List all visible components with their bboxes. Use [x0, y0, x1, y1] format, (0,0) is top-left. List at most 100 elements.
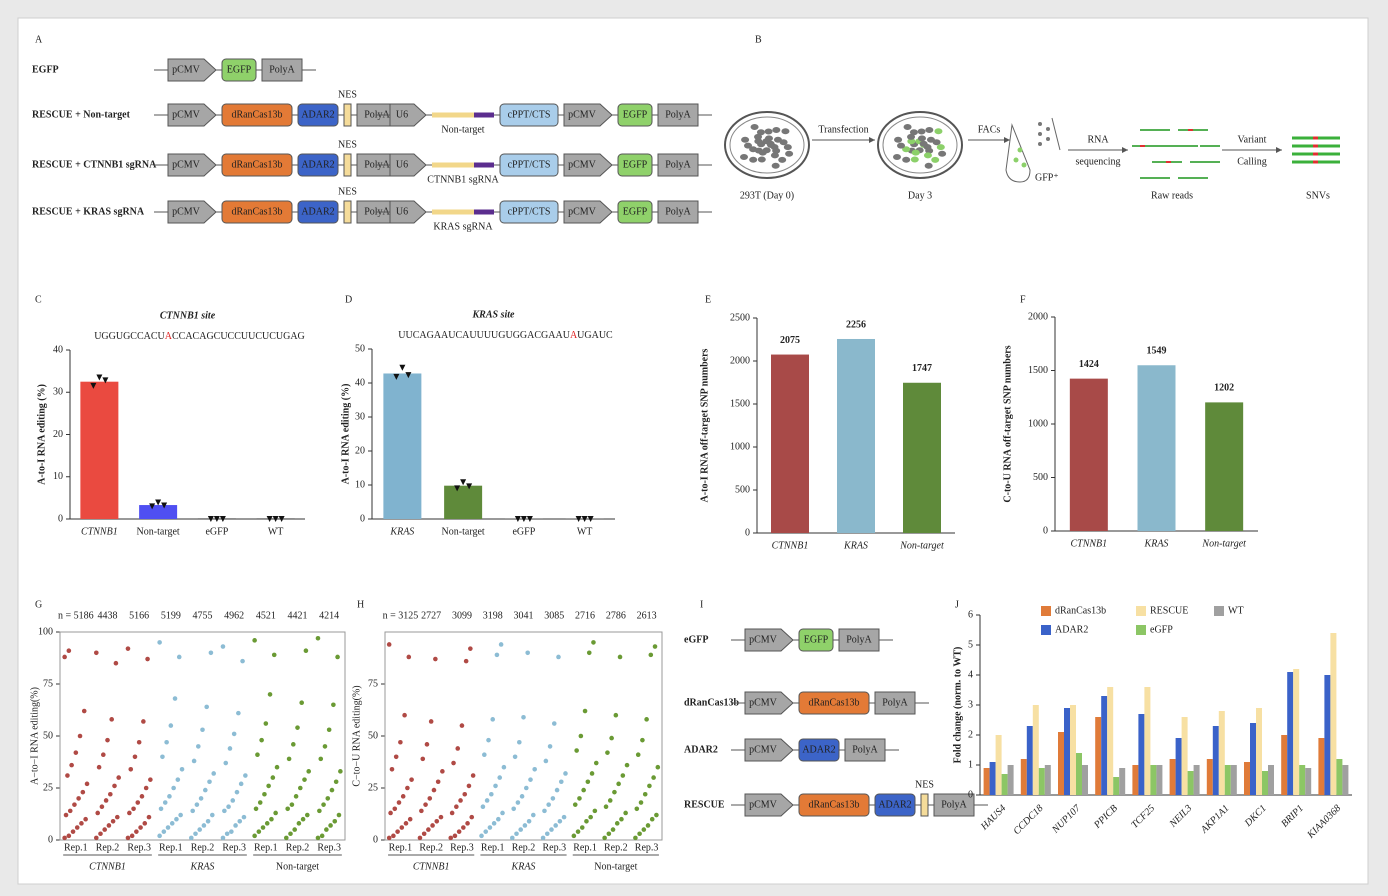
count-label: 4214 [319, 610, 339, 621]
point [72, 802, 77, 807]
point [318, 756, 324, 762]
point [584, 818, 589, 824]
replicate-point [96, 374, 103, 381]
replicate-point [207, 516, 214, 522]
point [515, 800, 521, 805]
x-tick-label: eGFP [205, 526, 228, 537]
sgrna-label: KRAS sgRNA [433, 221, 493, 232]
element [874, 793, 916, 817]
cell [756, 129, 765, 136]
count-label: 4962 [224, 610, 244, 621]
x-tick-label: Rep.1 [254, 842, 278, 853]
point [171, 785, 176, 791]
row-label: RESCUE + KRAS sgRNA [32, 206, 145, 217]
data-label: 1747 [912, 363, 932, 374]
point [648, 652, 654, 658]
element [221, 58, 257, 82]
point [526, 818, 532, 824]
point [134, 829, 139, 834]
y-tick-label: 500 [735, 484, 750, 495]
replicate-point [466, 483, 473, 490]
y-axis-label: Fold change (norm. to WT) [952, 647, 963, 764]
point [487, 825, 493, 830]
element-label: PolyA [665, 109, 691, 120]
point [139, 794, 145, 799]
cell [785, 150, 794, 157]
point [115, 814, 120, 820]
x-tick-label: Rep.2 [419, 842, 443, 853]
point [451, 760, 456, 766]
cell [778, 156, 787, 163]
element [499, 103, 559, 127]
promoter [167, 200, 217, 224]
point [483, 829, 489, 834]
point [262, 791, 267, 797]
point [455, 746, 461, 751]
point [198, 796, 204, 801]
element-label: pCMV [172, 109, 201, 120]
step-label: Raw reads [1151, 190, 1193, 201]
point [174, 816, 179, 822]
point [582, 708, 588, 714]
y-tick-label: 1500 [1028, 365, 1048, 376]
row-label: dRanCas13b [684, 697, 739, 708]
point [609, 735, 614, 741]
point [417, 835, 423, 841]
point [496, 816, 501, 822]
point [62, 835, 67, 841]
promoter [167, 153, 217, 177]
point [331, 702, 336, 708]
element-label: EGFP [804, 634, 829, 645]
point [322, 744, 328, 749]
element [221, 153, 293, 177]
point [452, 833, 458, 839]
point [551, 721, 557, 726]
y-tick-label: 0 [58, 513, 63, 524]
point [634, 806, 640, 812]
point [577, 796, 582, 801]
point [528, 777, 533, 782]
bar [1293, 669, 1300, 795]
point [237, 818, 243, 824]
point [612, 789, 617, 795]
bar [1082, 765, 1088, 795]
element-label: PolyA [665, 159, 691, 170]
point [178, 812, 183, 818]
y-tick-label: 1000 [730, 441, 750, 452]
step-label: Day 3 [908, 190, 932, 201]
cell [907, 138, 916, 145]
point [438, 814, 444, 820]
flow-label: FACs [978, 124, 1001, 135]
point [620, 773, 626, 778]
point [266, 783, 271, 789]
bar [1224, 765, 1231, 795]
point [293, 794, 299, 799]
point [231, 731, 237, 737]
bar [1032, 705, 1039, 795]
point [624, 762, 630, 768]
point [295, 725, 300, 730]
point [393, 754, 399, 760]
y-tick-label: 10 [355, 479, 365, 490]
point [263, 721, 269, 726]
point [484, 798, 490, 803]
element-label: NES [915, 779, 934, 790]
cell [902, 156, 911, 163]
point [606, 831, 612, 837]
bar [1026, 726, 1033, 795]
point [544, 831, 550, 837]
y-axis-label: C-to-U RNA off-target SNP numbers [1002, 345, 1013, 502]
point [498, 642, 504, 647]
tube-cell [1013, 157, 1019, 163]
sequence-part: UUCAGAAUCAUUUUGUGGACGAAU [398, 330, 570, 341]
bar [1230, 765, 1237, 795]
cell [771, 162, 780, 169]
point [142, 821, 148, 826]
point [388, 810, 393, 816]
point [288, 831, 293, 837]
point [259, 737, 264, 743]
point [220, 644, 226, 649]
point [652, 644, 658, 649]
x-tick-label: KRAS [389, 526, 414, 537]
